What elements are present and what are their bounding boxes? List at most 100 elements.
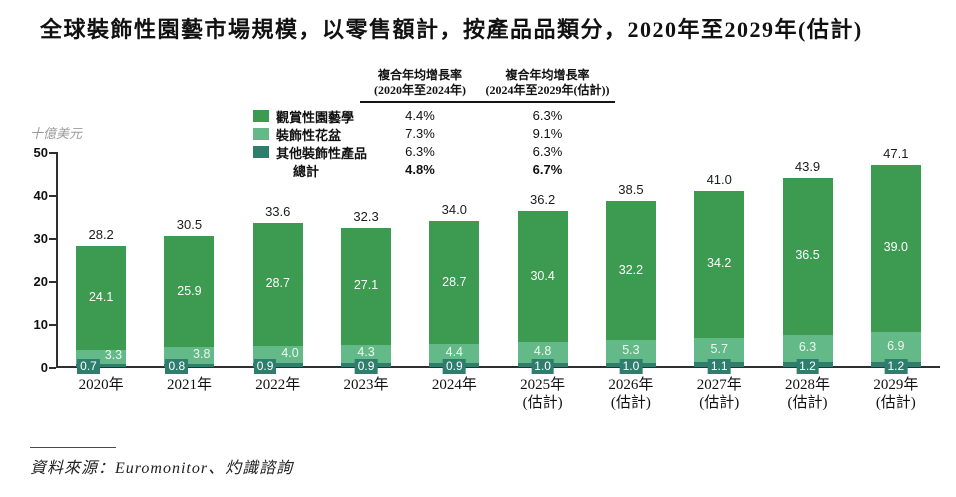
segment-value-label-pots: 4.4 — [445, 345, 464, 360]
cagr-value-2020-2024: 7.3% — [405, 126, 435, 141]
bar-slot: 30.5 25.9 3.8 0.8 2021年 — [145, 152, 233, 393]
segment-value-label-pots: 6.3 — [798, 339, 817, 354]
total-value-label: 43.9 — [794, 158, 821, 174]
cagr-value-2020-2024: 4.4% — [405, 108, 435, 123]
year-label: 2020年 — [78, 377, 124, 393]
stacked-bar: 28.2 24.1 3.3 0.7 — [76, 227, 127, 374]
bar-slot: 32.3 27.1 4.3 0.9 2023年 — [322, 152, 410, 393]
y-tick-label: 40 — [33, 188, 48, 203]
segment-value-label-pots: 5.3 — [622, 342, 640, 357]
segment-decorative-pots — [252, 345, 303, 364]
segment-value-label-ornamental: 36.5 — [795, 248, 820, 263]
y-tick-mark — [49, 238, 56, 240]
x-axis-category-label: 2029年 (估計) — [846, 376, 946, 412]
segment-decorative-pots — [694, 337, 745, 363]
segment-value-label-other: 1.2 — [884, 359, 908, 374]
bar-slot: 47.1 39.0 6.9 1.2 2029年 (估計) — [852, 146, 940, 411]
cagr-total-label: 總計 — [253, 161, 360, 179]
segment-ornamental-horticulture — [429, 220, 480, 345]
segment-other-decorative-products — [76, 364, 127, 367]
cagr-header-line2: (2020年至2024年) — [374, 83, 466, 97]
total-value-label: 38.5 — [618, 182, 644, 198]
chart-title: 全球裝飾性園藝市場規模，以零售額計，按產品品類分，2020年至2029年(估計) — [40, 17, 863, 42]
total-value-label: 28.2 — [88, 227, 114, 243]
cagr-header-line1: 複合年均增長率 — [505, 68, 590, 82]
y-tick-label: 30 — [33, 231, 48, 246]
cagr-table-rule — [360, 101, 615, 103]
cagr-value-2024-2029: 6.3% — [532, 108, 563, 123]
segment-value-label-other: 0.9 — [442, 359, 466, 374]
segment-value-label-other: 1.0 — [619, 359, 643, 374]
segment-value-label-pots: 4.8 — [533, 343, 552, 358]
x-axis-category-label: 2022年 — [228, 376, 328, 394]
stacked-bar: 36.2 30.4 4.8 1.0 — [517, 192, 568, 374]
estimate-label: (估計) — [522, 395, 563, 411]
source-divider — [30, 447, 116, 448]
cagr-header-line2: (2024年至2029年(估計)) — [485, 83, 610, 97]
x-axis-category-label: 2023年 — [316, 376, 416, 394]
x-axis-category-label: 2025年 (估計) — [492, 376, 592, 412]
stacked-bar: 43.9 36.5 6.3 1.2 — [782, 159, 833, 374]
year-label: 2023年 — [343, 377, 389, 393]
segment-decorative-pots — [605, 339, 656, 363]
x-axis-category-label: 2021年 — [139, 376, 239, 394]
segment-ornamental-horticulture — [694, 190, 745, 338]
y-tick-mark — [49, 324, 56, 326]
segment-ornamental-horticulture — [252, 222, 303, 346]
cagr-value-2020-2024: 6.3% — [405, 144, 435, 159]
segment-ornamental-horticulture — [782, 177, 833, 335]
bar-slot: 43.9 36.5 6.3 1.2 2028年 (估計) — [763, 152, 851, 411]
segment-decorative-pots — [782, 334, 833, 362]
segment-value-label-ornamental: 25.9 — [177, 283, 202, 298]
segment-value-label-pots: 6.9 — [887, 338, 905, 353]
segment-other-decorative-products — [252, 363, 303, 367]
segment-other-decorative-products — [164, 363, 215, 367]
estimate-label: (估計) — [610, 395, 651, 411]
segment-value-label-other: 0.9 — [253, 359, 277, 374]
y-axis-unit-label: 十億美元 — [30, 126, 83, 141]
total-value-label: 32.3 — [353, 209, 379, 225]
segment-ornamental-horticulture — [164, 235, 215, 348]
segment-value-label-other: 1.0 — [531, 359, 554, 374]
segment-value-label-ornamental: 28.7 — [442, 274, 467, 289]
year-label: 2026年 — [608, 377, 654, 393]
segment-value-label-ornamental: 27.1 — [353, 278, 379, 293]
cagr-total-2024-2029: 6.7% — [532, 162, 563, 177]
stacked-bar: 41.0 34.2 5.7 1.1 — [694, 172, 745, 374]
cagr-value-2024-2029: 6.3% — [532, 144, 563, 159]
total-value-label: 34.0 — [441, 201, 467, 217]
y-tick-mark — [49, 152, 56, 154]
total-value-label: 36.2 — [529, 192, 556, 208]
x-axis-category-label: 2020年 — [51, 376, 151, 394]
segment-value-label-other: 1.1 — [707, 359, 731, 374]
segment-value-label-ornamental: 24.1 — [88, 290, 114, 304]
stacked-bar: 34.0 28.7 4.4 0.9 — [429, 202, 480, 374]
bar-slot: 36.2 30.4 4.8 1.0 2025年 (估計) — [498, 152, 586, 411]
stacked-bar: 30.5 25.9 3.8 0.8 — [164, 217, 215, 374]
y-tick-mark — [49, 281, 56, 283]
year-label: 2024年 — [431, 377, 477, 393]
year-label: 2029年 — [873, 377, 919, 393]
year-label: 2027年 — [696, 377, 742, 393]
segment-ornamental-horticulture — [870, 164, 921, 333]
legend-item-label: 觀賞性園藝學 — [276, 109, 355, 125]
legend-item: 其他裝飾性產品 — [253, 143, 367, 161]
segment-value-label-pots: 3.8 — [193, 346, 211, 361]
total-value-label: 33.6 — [265, 203, 291, 219]
x-axis-category-label: 2028年 (估計) — [757, 376, 857, 412]
y-tick-label: 0 — [40, 360, 48, 375]
segment-ornamental-horticulture — [517, 211, 568, 343]
segment-value-label-ornamental: 32.2 — [618, 262, 644, 277]
cagr-total-label-text: 總計 — [293, 163, 320, 179]
segment-value-label-ornamental: 28.7 — [265, 276, 290, 291]
y-tick-label: 50 — [33, 145, 48, 160]
segment-value-label-ornamental: 30.4 — [530, 268, 555, 283]
year-label: 2028年 — [785, 377, 831, 393]
cagr-value-2024-2029: 9.1% — [532, 126, 563, 141]
legend-item-label: 其他裝飾性產品 — [276, 145, 368, 161]
x-axis-line — [56, 366, 940, 368]
segment-ornamental-horticulture — [341, 228, 392, 345]
segment-value-label-pots: 4.3 — [357, 345, 375, 360]
segment-decorative-pots — [429, 344, 480, 364]
